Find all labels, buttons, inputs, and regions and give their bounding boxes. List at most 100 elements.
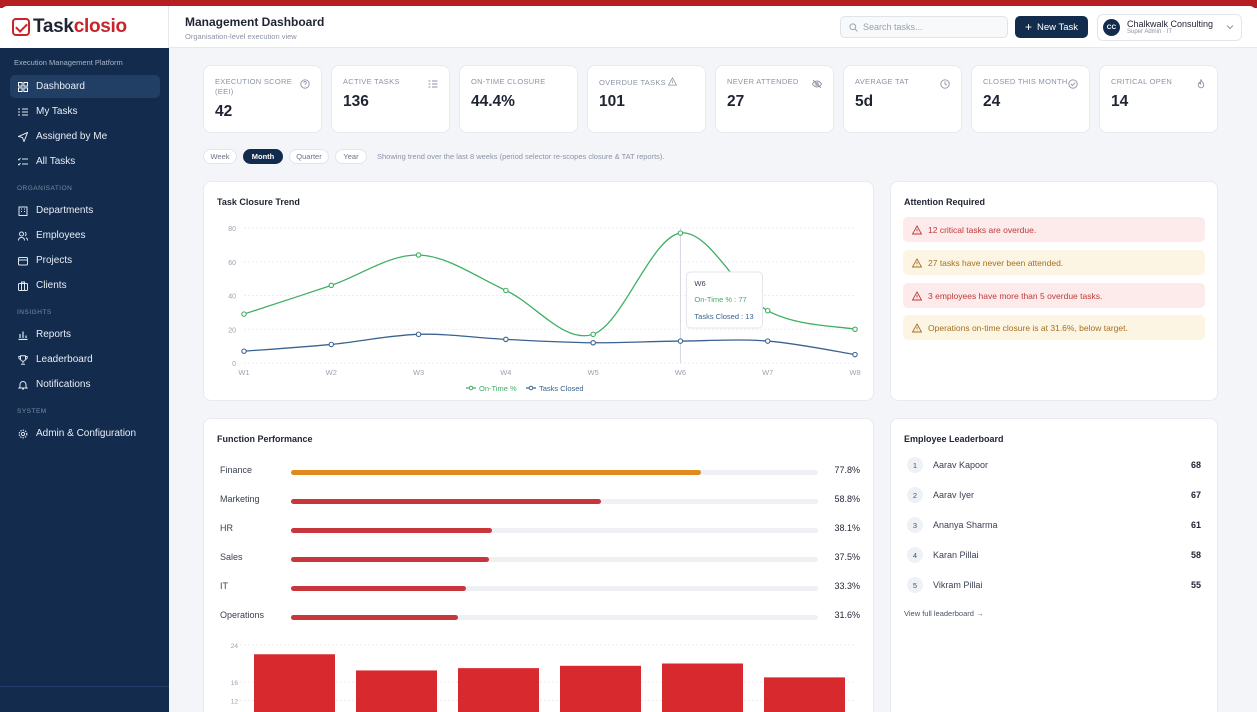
data-point [328, 282, 335, 289]
user-name: Chalkwalk Consulting [1127, 18, 1214, 29]
progress-track [291, 557, 818, 562]
data-point [415, 331, 422, 338]
alert-item[interactable]: 12 critical tasks are overdue. [903, 217, 1205, 242]
warning-icon [912, 322, 922, 332]
function-name: HR [220, 523, 233, 533]
kpi-card-never-attended[interactable]: NEVER ATTENDED 27 [715, 65, 834, 133]
kpi-card-average-tat[interactable]: AVERAGE TAT 5d [843, 65, 962, 133]
alert-text: 3 employees have more than 5 overdue tas… [928, 290, 1103, 301]
alert-item[interactable]: Operations on-time closure is at 31.6%, … [903, 315, 1205, 340]
series-line [243, 232, 856, 337]
column-bar [458, 668, 539, 712]
data-point [677, 338, 684, 344]
dashboard-icon [18, 81, 28, 92]
function-row[interactable]: Finance 77.8% [220, 465, 860, 479]
function-name: Sales [220, 552, 243, 562]
kpi-card-closed-this-month[interactable]: CLOSED THIS MONTH 24 [971, 65, 1090, 133]
send-icon [18, 131, 28, 142]
kpi-label: AVERAGE TAT [855, 77, 910, 86]
period-month[interactable]: Month [243, 149, 283, 164]
progress-fill [291, 499, 601, 504]
kpi-value: 5d [855, 93, 874, 110]
column-bar [560, 665, 641, 712]
new-task-button[interactable]: + New Task [1015, 16, 1088, 38]
leaderboard-row[interactable]: 3 Ananya Sharma 61 [907, 517, 1205, 533]
sidebar-item-my-tasks[interactable]: My Tasks [10, 100, 160, 123]
sidebar-item-label: Admin & Configuration [36, 428, 137, 439]
tooltip-title: W6 [694, 279, 705, 288]
progress-track [291, 470, 818, 475]
legend-marker [468, 385, 474, 391]
data-point [852, 326, 858, 333]
function-row[interactable]: IT 33.3% [220, 581, 860, 595]
data-point [503, 336, 509, 343]
kpi-card-overdue-tasks[interactable]: OVERDUE TASKS 101 [587, 65, 706, 133]
search-placeholder: Search tasks... [863, 22, 923, 32]
function-name: IT [220, 581, 228, 591]
data-point [590, 340, 596, 346]
sidebar-section-insights: INSIGHTS [17, 309, 52, 316]
sidebar-item-notifications[interactable]: Notifications [10, 373, 160, 396]
briefcase-icon [18, 281, 28, 291]
function-row[interactable]: Sales 37.5% [220, 552, 860, 566]
sidebar-section-system: SYSTEM [17, 408, 47, 415]
sidebar-item-clients[interactable]: Clients [10, 274, 160, 297]
sidebar-item-departments[interactable]: Departments [10, 199, 160, 222]
leaderboard-rank: 5 [907, 577, 923, 593]
leaderboard-row[interactable]: 5 Vikram Pillai 55 [907, 577, 1205, 593]
kpi-card-active-tasks[interactable]: ACTIVE TASKS 136 [331, 65, 450, 133]
leaderboard-row[interactable]: 1 Aarav Kapoor 68 [907, 457, 1205, 473]
sidebar-item-leaderboard[interactable]: Leaderboard [10, 348, 160, 371]
warning-icon [912, 224, 922, 234]
function-row[interactable]: Operations 31.6% [220, 610, 860, 624]
y-tick-label: 60 [228, 260, 236, 267]
view-full-leaderboard-link[interactable]: View full leaderboard → [904, 609, 984, 618]
function-row[interactable]: Marketing 58.8% [220, 494, 860, 508]
sidebar-item-dashboard[interactable]: Dashboard [10, 75, 160, 98]
brand-name-part1: Task [33, 16, 74, 37]
sidebar-item-label: Notifications [36, 379, 91, 390]
sidebar-item-admin-configuration[interactable]: Admin & Configuration [10, 422, 160, 445]
kpi-card-critical-open[interactable]: CRITICAL OPEN 14 [1099, 65, 1218, 133]
leaderboard-rank: 1 [907, 457, 923, 473]
employee-leaderboard-panel: Employee Leaderboard 1 Aarav Kapoor 68 2… [890, 418, 1218, 712]
brand-logo[interactable]: Taskclosio [0, 6, 169, 48]
leaderboard-score: 61 [1190, 520, 1201, 530]
leaderboard-name: Karan Pillai [933, 550, 979, 560]
period-quarter[interactable]: Quarter [289, 149, 329, 164]
function-percent: 58.8% [834, 494, 860, 504]
period-year[interactable]: Year [335, 149, 367, 164]
kpi-label: EXECUTION SCORE (EEI) [215, 77, 293, 96]
period-week[interactable]: Week [203, 149, 237, 164]
leaderboard-row[interactable]: 2 Aarav Iyer 67 [907, 487, 1205, 503]
leaderboard-name: Aarav Kapoor [933, 460, 989, 470]
leaderboard-score: 68 [1190, 460, 1201, 470]
sidebar-item-employees[interactable]: Employees [10, 224, 160, 247]
search-input[interactable]: Search tasks... [840, 16, 1008, 38]
sidebar-item-label: Projects [36, 255, 73, 266]
leaderboard-row[interactable]: 4 Karan Pillai 58 [907, 547, 1205, 563]
sidebar-item-projects[interactable]: Projects [10, 249, 160, 272]
brand-name-part2: closio [73, 16, 127, 37]
kpi-label: CLOSED THIS MONTH [983, 77, 1068, 86]
sidebar-item-reports[interactable]: Reports [10, 323, 160, 346]
sidebar-item-all-tasks[interactable]: All Tasks [10, 150, 160, 173]
list-icon [428, 76, 438, 88]
leaderboard-name: Vikram Pillai [933, 580, 983, 590]
x-tick-label: W7 [762, 368, 773, 377]
sidebar-item-assigned-by-me[interactable]: Assigned by Me [10, 125, 160, 148]
kpi-card-execution-score[interactable]: EXECUTION SCORE (EEI) 42 [203, 65, 322, 133]
function-row[interactable]: HR 38.1% [220, 523, 860, 537]
user-menu[interactable]: CC Chalkwalk Consulting Super Admin · IT [1097, 14, 1242, 41]
kpi-value: 44.4% [471, 93, 515, 110]
check-logo-icon [12, 18, 30, 36]
sidebar-item-label: All Tasks [36, 156, 76, 167]
alert-item[interactable]: 3 employees have more than 5 overdue tas… [903, 283, 1205, 308]
alert-item[interactable]: 27 tasks have never been attended. [903, 250, 1205, 275]
y-tick-label: 80 [228, 226, 236, 233]
kpi-card-on-time-closure[interactable]: ON-TIME CLOSURE 44.4% [459, 65, 578, 133]
data-point [241, 311, 247, 317]
function-name: Marketing [220, 494, 260, 504]
kpi-value: 24 [983, 93, 1001, 110]
task-closure-trend-panel: Task Closure Trend 0 20 40 60 80 W1 W2 W3 W4 W5 W6… [203, 181, 874, 401]
